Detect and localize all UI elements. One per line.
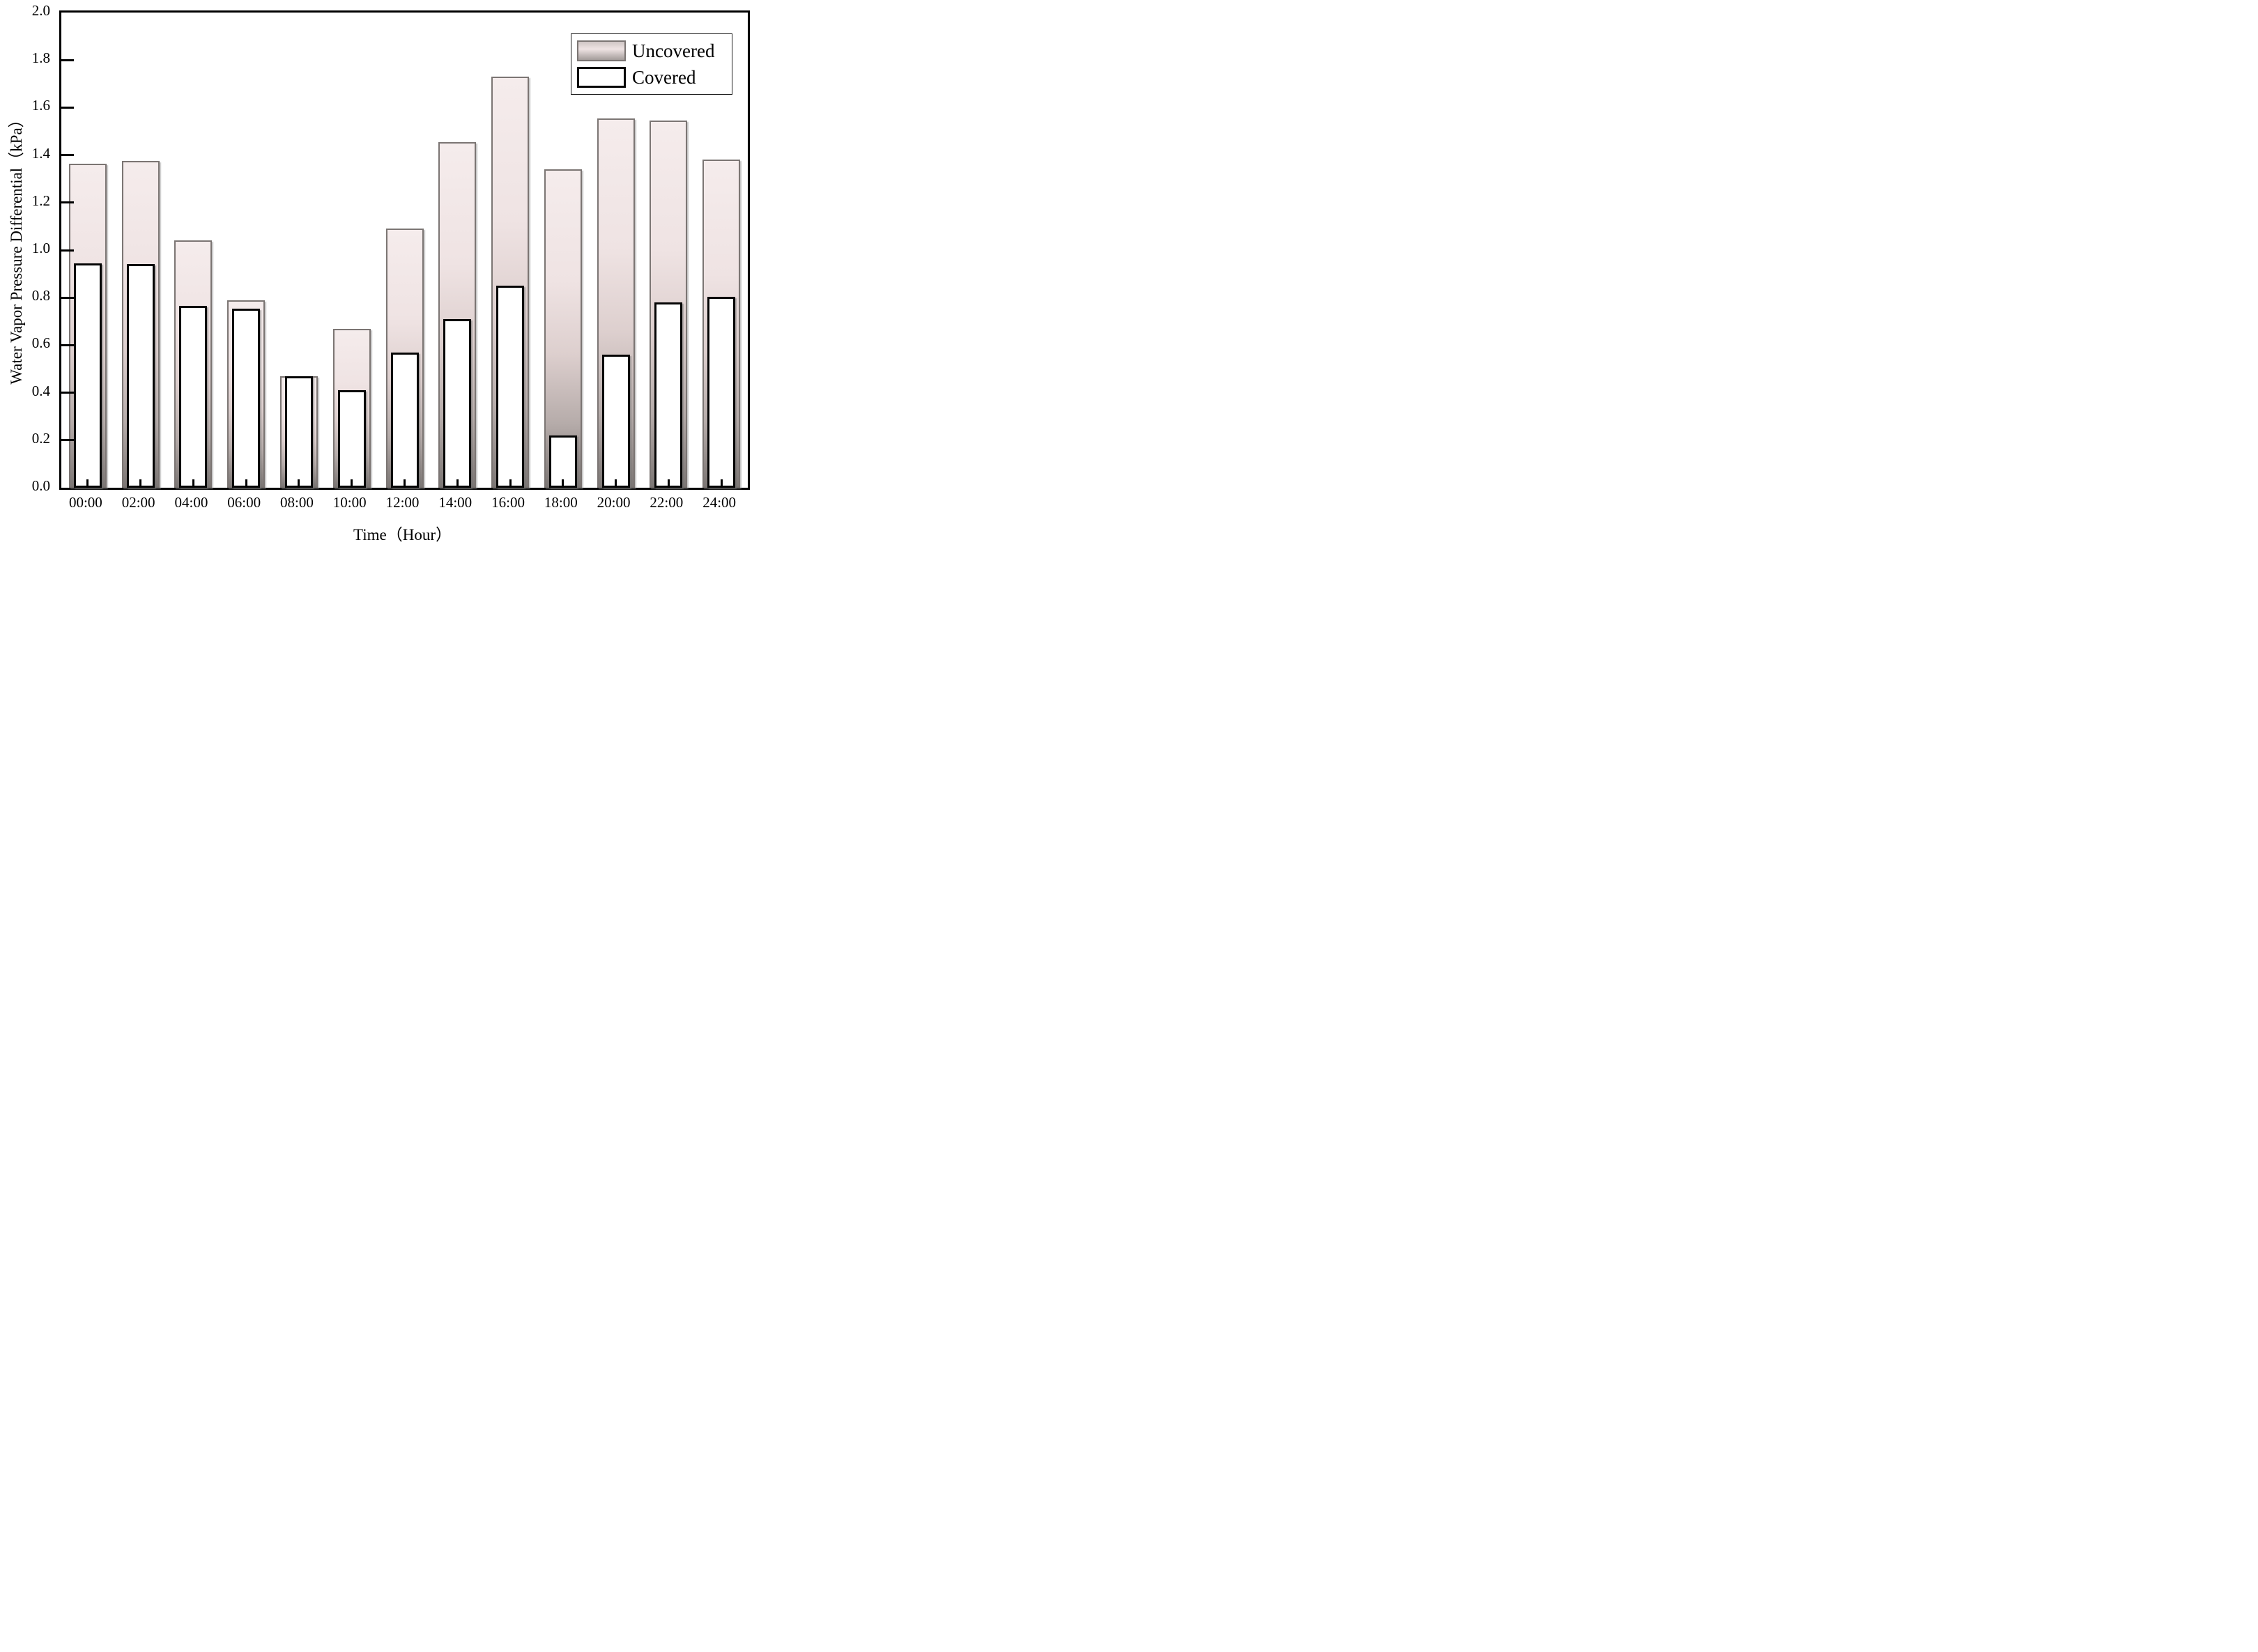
y-tick-label: 1.0 — [31, 240, 50, 256]
y-axis-tick — [61, 154, 74, 157]
x-axis-tick — [351, 479, 353, 488]
x-tick-label: 20:00 — [597, 494, 631, 511]
bar-covered — [73, 263, 102, 488]
x-axis-tick — [192, 479, 194, 488]
x-tick-label: 12:00 — [385, 494, 420, 511]
x-tick-label: 00:00 — [68, 494, 102, 511]
bar-covered — [179, 306, 208, 488]
y-axis-tick — [61, 201, 74, 204]
y-tick-label: 0.0 — [31, 477, 50, 494]
x-tick-label: 18:00 — [544, 494, 578, 511]
x-tick-label: 08:00 — [280, 494, 314, 511]
y-axis-tick — [61, 59, 74, 61]
bar-covered — [126, 264, 155, 488]
y-axis-tick — [61, 249, 74, 252]
x-tick-label: 04:00 — [174, 494, 208, 511]
bar-covered — [337, 390, 366, 488]
plot-area: Uncovered Covered — [59, 10, 750, 490]
x-axis-tick — [615, 479, 617, 488]
bar-covered — [390, 352, 419, 488]
bar-covered — [601, 355, 630, 488]
x-axis-tick — [720, 479, 723, 488]
bar-covered — [707, 296, 736, 488]
x-axis-tick — [456, 479, 459, 488]
y-axis-tick — [61, 106, 74, 109]
x-tick-label: 22:00 — [650, 494, 684, 511]
legend-item-covered: Covered — [577, 64, 726, 91]
y-tick-label: 0.8 — [31, 287, 50, 304]
bar-uncovered — [544, 169, 582, 488]
y-tick-label: 1.4 — [31, 144, 50, 162]
y-tick-label: 0.4 — [31, 382, 50, 399]
x-tick-label: 06:00 — [227, 494, 261, 511]
legend-label-uncovered: Uncovered — [632, 40, 715, 61]
x-tick-label: 02:00 — [121, 494, 155, 511]
x-axis-title: Time（Hour） — [353, 526, 452, 543]
x-tick-label: 10:00 — [332, 494, 367, 511]
bar-covered — [443, 318, 472, 488]
covered-swatch-icon — [577, 67, 626, 88]
y-tick-label: 1.8 — [31, 49, 50, 67]
x-axis-tick — [404, 479, 406, 488]
bar-covered — [232, 308, 261, 488]
y-axis-title: Water Vapor Pressure Differential（kPa） — [8, 111, 25, 385]
x-axis-tick — [86, 479, 89, 488]
uncovered-swatch-icon — [577, 40, 626, 61]
bar-covered — [496, 286, 525, 488]
bar-covered — [548, 435, 577, 488]
bar-covered — [654, 302, 683, 488]
x-tick-label: 24:00 — [702, 494, 737, 511]
y-axis-tick — [61, 439, 74, 442]
bar-covered — [284, 376, 313, 488]
y-tick-label: 2.0 — [31, 2, 50, 19]
x-axis-tick — [667, 479, 670, 488]
y-axis-tick — [61, 392, 74, 394]
y-axis-tick — [61, 296, 74, 299]
y-tick-label: 0.2 — [31, 429, 50, 447]
x-axis-tick-labels: 00:00 02:00 04:00 06:00 08:00 10:00 12:00 14:00… — [59, 494, 746, 514]
y-axis-tick — [61, 343, 74, 346]
x-axis-tick — [509, 479, 512, 488]
y-tick-label: 0.6 — [31, 334, 50, 352]
x-tick-label: 14:00 — [438, 494, 473, 511]
legend-label-covered: Covered — [632, 67, 696, 88]
x-axis-tick — [298, 479, 300, 488]
chart-figure: 0.0 0.2 0.4 0.6 0.8 1.0 1.2 1.4 1.6 1.8 2.0 Water … — [0, 0, 753, 550]
legend-item-uncovered: Uncovered — [577, 38, 726, 64]
y-axis-tick-labels: 0.0 0.2 0.4 0.6 0.8 1.0 1.2 1.4 1.6 1.8 2.0 — [0, 2, 54, 494]
x-axis-tick — [139, 479, 142, 488]
y-tick-label: 1.6 — [31, 97, 50, 114]
legend: Uncovered Covered — [571, 33, 732, 95]
y-tick-label: 1.2 — [31, 192, 50, 209]
x-axis-tick — [245, 479, 247, 488]
x-axis-tick — [562, 479, 564, 488]
x-tick-label: 16:00 — [491, 494, 525, 511]
